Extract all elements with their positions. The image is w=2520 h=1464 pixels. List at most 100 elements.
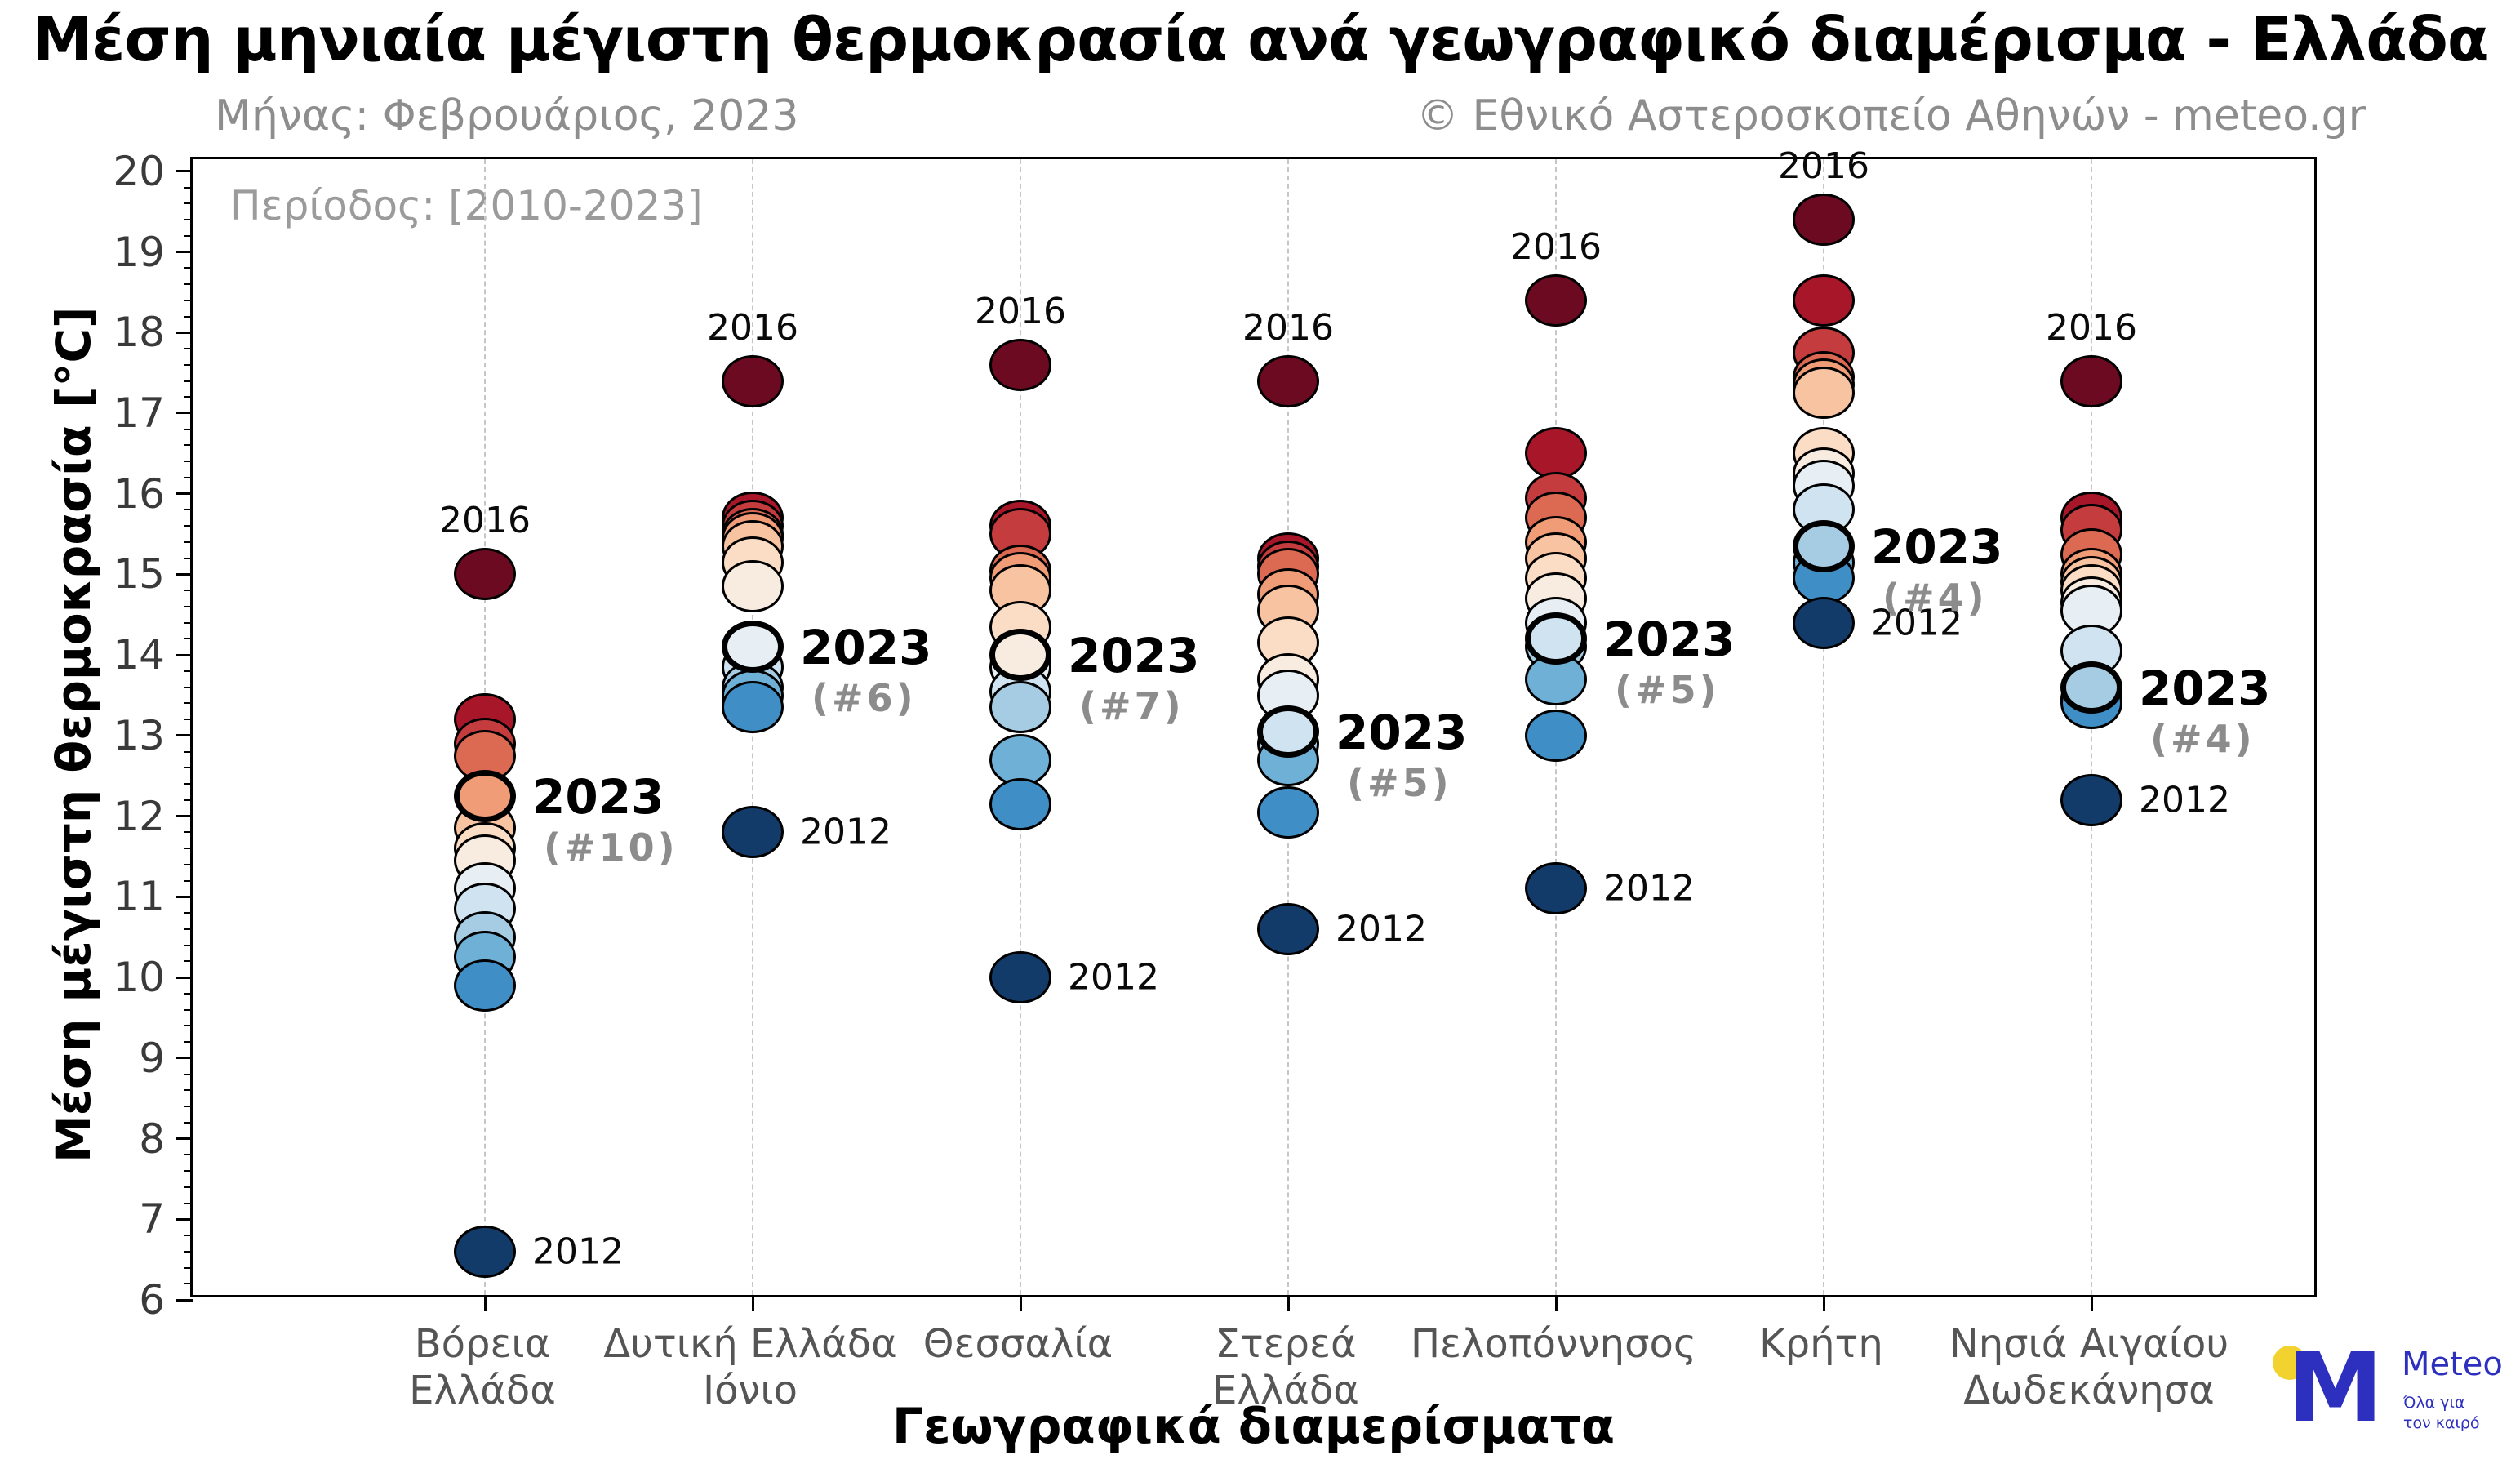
logo-brand-text: Meteo bbox=[2402, 1346, 2503, 1383]
annotation-2023-year: 2023 bbox=[532, 768, 664, 825]
y-axis-minor-tick bbox=[184, 1202, 193, 1204]
data-point bbox=[1793, 274, 1855, 327]
x-axis-tick bbox=[1822, 1295, 1825, 1311]
y-axis-major-tick bbox=[176, 492, 193, 496]
annotation-max-year: 2016 bbox=[2046, 306, 2137, 349]
y-axis-minor-tick bbox=[184, 831, 193, 834]
x-category-label: Στερεά Ελλάδα bbox=[1212, 1321, 1359, 1413]
y-axis-minor-tick bbox=[184, 944, 193, 946]
y-axis-tick-label: 13 bbox=[113, 711, 165, 759]
y-axis-title: Μέση μέγιστη θερμοκρασία [°C] bbox=[46, 306, 101, 1163]
annotation-2023: 2023 (#7) bbox=[1068, 632, 1199, 725]
y-axis-minor-tick bbox=[184, 670, 193, 672]
y-axis-major-tick bbox=[176, 1057, 193, 1060]
data-point bbox=[1793, 194, 1855, 247]
y-axis-minor-tick bbox=[184, 1008, 193, 1011]
y-axis-major-tick bbox=[176, 251, 193, 254]
y-axis-minor-tick bbox=[184, 960, 193, 963]
x-axis-tick bbox=[1287, 1295, 1290, 1311]
logo-tagline: Όλα για τον καιρό bbox=[2403, 1393, 2480, 1433]
y-axis-minor-tick bbox=[184, 1089, 193, 1092]
y-axis-tick-label: 6 bbox=[139, 1276, 165, 1324]
y-axis-major-tick bbox=[176, 1298, 193, 1302]
period-label: Περίοδος: [2010-2023] bbox=[230, 182, 703, 229]
annotation-2023: 2023 (#6) bbox=[800, 624, 931, 717]
y-axis-minor-tick bbox=[184, 1266, 193, 1269]
data-point bbox=[1525, 274, 1587, 327]
y-axis-tick-label: 20 bbox=[113, 147, 165, 195]
y-axis-minor-tick bbox=[184, 719, 193, 721]
x-axis-title: Γεωγραφικά διαμερίσματα bbox=[891, 1398, 1616, 1455]
data-point bbox=[722, 354, 784, 407]
data-point bbox=[2060, 354, 2122, 407]
annotation-max-year: 2016 bbox=[975, 290, 1066, 332]
y-axis-major-tick bbox=[176, 572, 193, 576]
y-axis-minor-tick bbox=[184, 912, 193, 914]
y-axis-minor-tick bbox=[184, 590, 193, 592]
meteo-logo: M Meteo Όλα για τον καιρό bbox=[2271, 1324, 2516, 1462]
y-axis-minor-tick bbox=[184, 863, 193, 865]
y-axis-minor-tick bbox=[184, 783, 193, 785]
y-axis-major-tick bbox=[176, 895, 193, 898]
y-axis-major-tick bbox=[176, 653, 193, 656]
y-axis-minor-tick bbox=[184, 1025, 193, 1027]
data-point-2023 bbox=[1525, 612, 1587, 665]
annotation-2023-rank: (#4) bbox=[1882, 575, 1988, 620]
logo-m-icon: M bbox=[2287, 1331, 2384, 1444]
annotation-2023-rank: (#4) bbox=[2150, 716, 2256, 761]
annotation-2023-year: 2023 bbox=[2139, 660, 2271, 716]
x-axis-tick bbox=[483, 1295, 487, 1311]
y-axis-minor-tick bbox=[184, 219, 193, 221]
y-axis-minor-tick bbox=[184, 525, 193, 527]
data-point bbox=[454, 959, 516, 1012]
data-point bbox=[722, 681, 784, 734]
annotation-2023-rank: (#10) bbox=[544, 825, 678, 870]
y-axis-tick-label: 16 bbox=[113, 469, 165, 518]
data-point-2023 bbox=[454, 769, 516, 822]
annotation-max-year: 2016 bbox=[707, 306, 798, 349]
y-axis-minor-tick bbox=[184, 1235, 193, 1237]
y-axis-major-tick bbox=[176, 170, 193, 173]
annotation-min-year: 2012 bbox=[532, 1230, 624, 1273]
y-axis-major-tick bbox=[176, 412, 193, 415]
y-axis-minor-tick bbox=[184, 396, 193, 398]
data-point bbox=[1793, 367, 1855, 420]
data-point bbox=[1257, 354, 1319, 407]
y-axis-minor-tick bbox=[184, 541, 193, 543]
data-point-2023 bbox=[989, 629, 1051, 682]
annotation-2023-year: 2023 bbox=[1336, 704, 1468, 760]
y-axis-tick-label: 11 bbox=[113, 873, 165, 921]
y-axis-minor-tick bbox=[184, 928, 193, 930]
y-axis-tick-label: 14 bbox=[113, 631, 165, 679]
annotation-min-year: 2012 bbox=[1603, 867, 1695, 910]
x-category-label: Θεσσαλία bbox=[922, 1321, 1113, 1367]
x-category-label: Κρήτη bbox=[1759, 1321, 1883, 1367]
y-axis-tick-label: 7 bbox=[139, 1195, 165, 1244]
annotation-max-year: 2016 bbox=[439, 500, 531, 542]
vertical-gridline bbox=[1823, 159, 1824, 1295]
y-axis-minor-tick bbox=[184, 186, 193, 189]
y-axis-tick-label: 9 bbox=[139, 1034, 165, 1082]
chart-subtitle: Μήνας: Φεβρουάριος, 2023 bbox=[215, 91, 799, 140]
data-point bbox=[1525, 709, 1587, 762]
annotation-max-year: 2016 bbox=[1778, 145, 1869, 188]
y-axis-minor-tick bbox=[184, 799, 193, 801]
annotation-2023-rank: (#5) bbox=[1615, 668, 1720, 713]
annotation-2023-rank: (#5) bbox=[1347, 760, 1452, 805]
data-point bbox=[1793, 596, 1855, 649]
y-axis-minor-tick bbox=[184, 848, 193, 850]
y-axis-minor-tick bbox=[184, 267, 193, 269]
x-axis-tick bbox=[2090, 1295, 2093, 1311]
y-axis-minor-tick bbox=[184, 1073, 193, 1075]
annotation-min-year: 2012 bbox=[2139, 779, 2230, 821]
plot-area: Περίοδος: [2010-2023] 6 7 8 9 10 11 12 13 14 15 16… bbox=[113, 145, 2317, 1324]
annotation-2023: 2023 (#10) bbox=[532, 773, 678, 866]
y-axis-minor-tick bbox=[184, 299, 193, 301]
y-axis-major-tick bbox=[176, 976, 193, 979]
y-axis-minor-tick bbox=[184, 509, 193, 511]
y-axis-minor-tick bbox=[184, 1106, 193, 1108]
y-axis-minor-tick bbox=[184, 202, 193, 205]
y-axis-minor-tick bbox=[184, 1250, 193, 1253]
y-axis-major-tick bbox=[176, 815, 193, 818]
logo-sun-icon bbox=[2273, 1346, 2307, 1380]
